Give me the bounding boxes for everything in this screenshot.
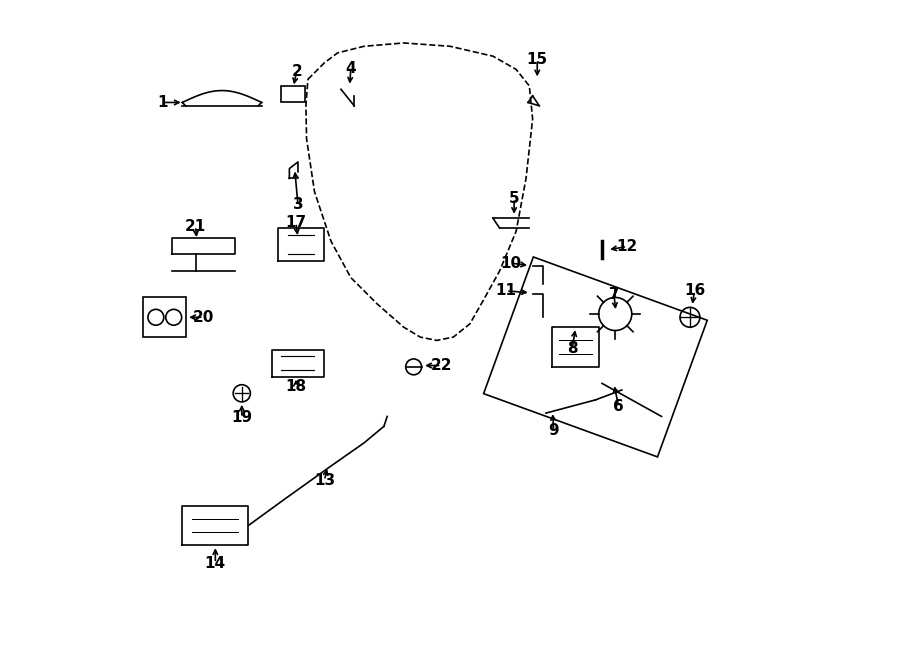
Text: 2: 2 [292, 64, 302, 79]
Text: 11: 11 [496, 284, 517, 298]
Text: 21: 21 [184, 219, 206, 233]
Text: 19: 19 [231, 410, 252, 425]
Text: 8: 8 [567, 341, 578, 356]
Text: 20: 20 [193, 310, 214, 325]
Text: 14: 14 [205, 556, 226, 570]
Bar [142, 297, 185, 337]
Text: 16: 16 [684, 284, 706, 298]
Text: 6: 6 [613, 399, 624, 414]
Text: 1: 1 [158, 95, 167, 110]
Text: 3: 3 [292, 198, 303, 212]
Bar [282, 86, 304, 102]
Text: 15: 15 [526, 52, 548, 67]
Text: 5: 5 [508, 191, 519, 206]
Text: 13: 13 [314, 473, 335, 488]
Text: 18: 18 [285, 379, 307, 394]
Text: 12: 12 [616, 239, 638, 254]
Text: 9: 9 [548, 424, 559, 438]
Text: 17: 17 [285, 215, 307, 230]
Text: 10: 10 [500, 256, 521, 270]
Text: 4: 4 [346, 61, 356, 75]
Text: 22: 22 [431, 358, 452, 373]
Text: 7: 7 [608, 287, 619, 301]
